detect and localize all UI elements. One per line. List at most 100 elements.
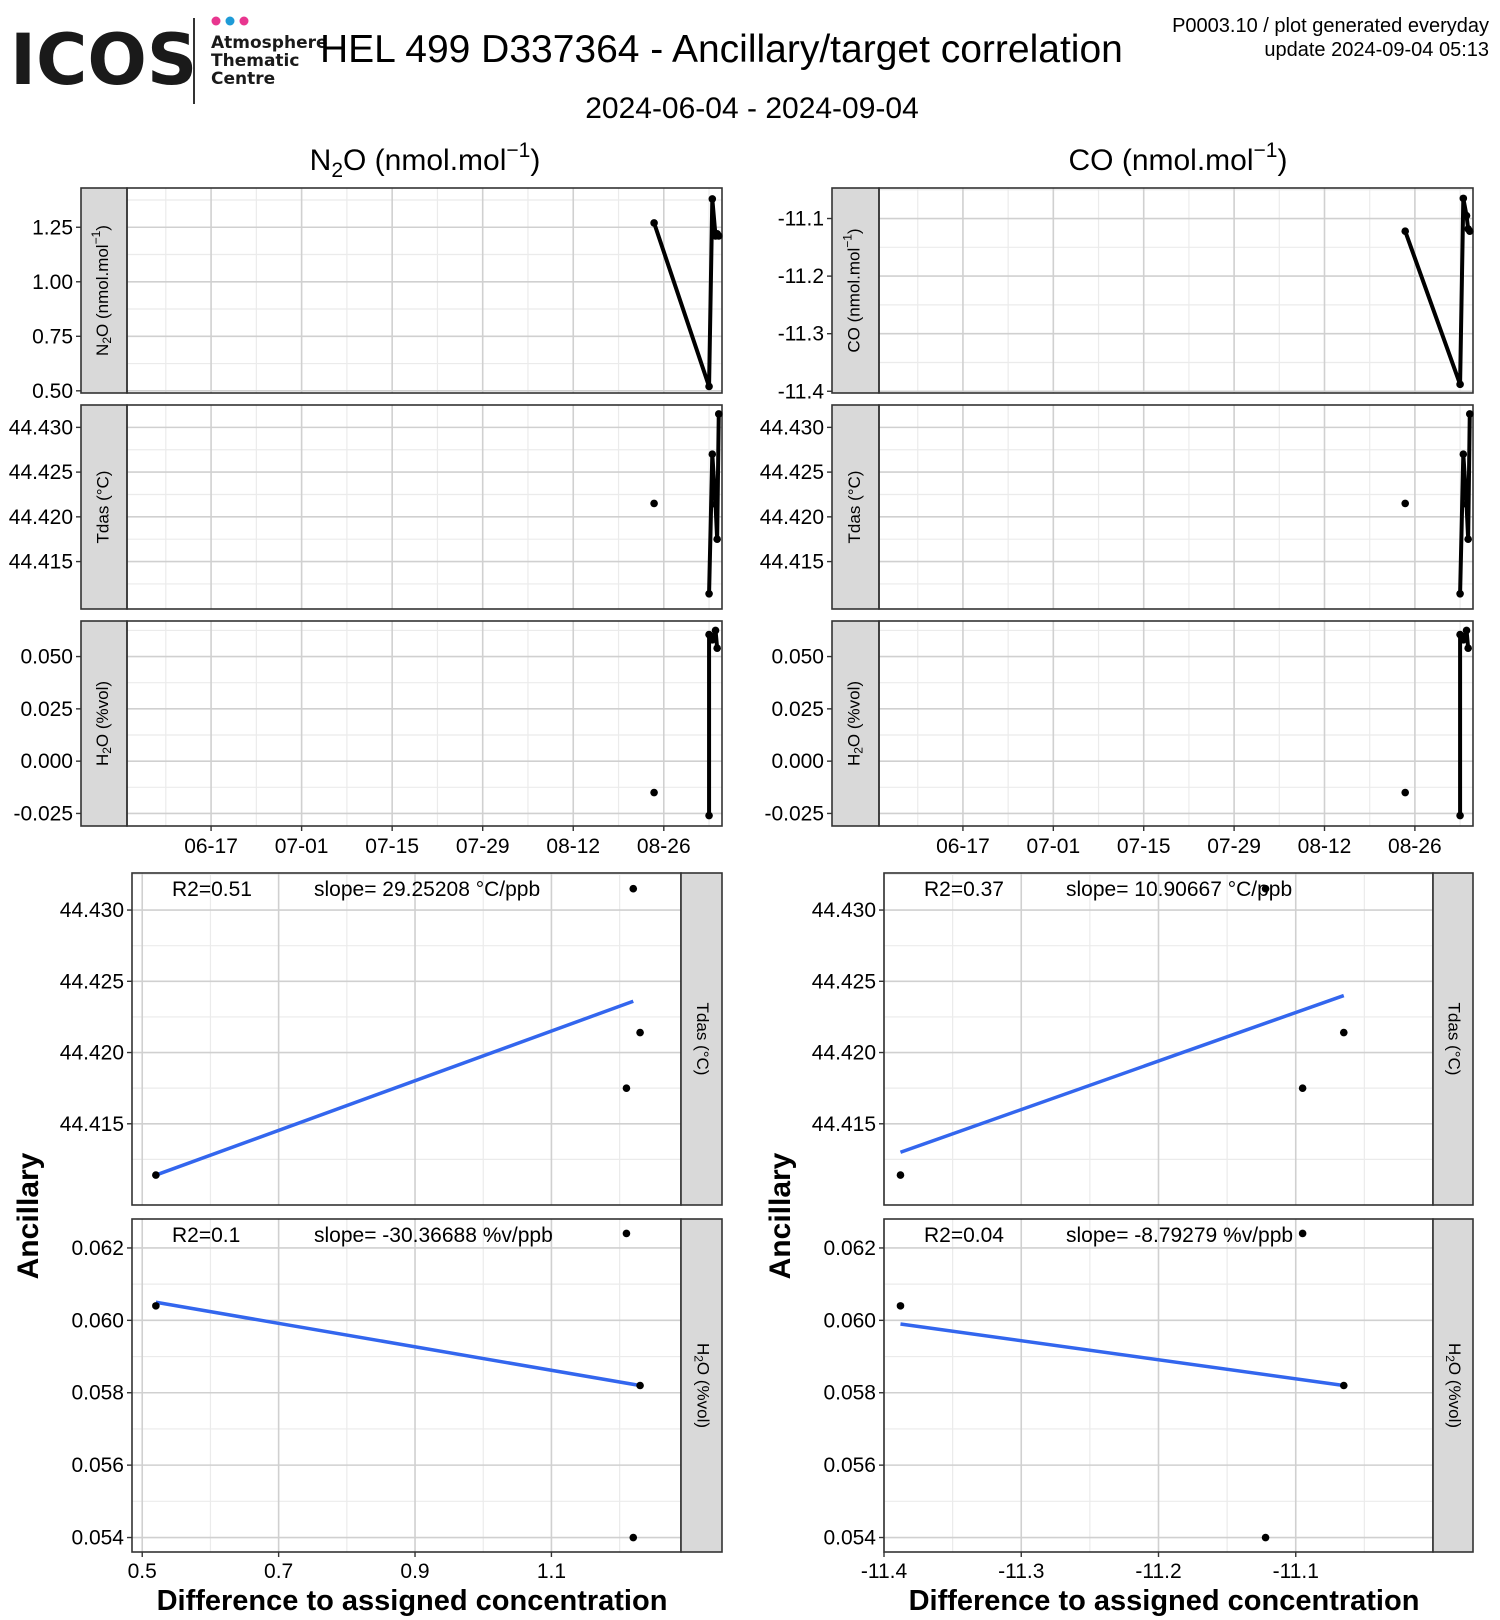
y-tick-label: 0.056 [823,1454,876,1477]
panel: 44.415 44.420 44.425 44.430 Tdas (°C) [9,404,723,610]
slope-annotation: slope= 10.90667 °C/ppb [1066,878,1292,901]
logo-dot [225,16,235,26]
facet-strip [680,1218,723,1553]
n2o-scatter-panel-group: 44.415 44.420 44.425 44.430 Tdas (°C) R2=0.51… [60,872,723,1583]
data-point [896,1171,905,1179]
y-tick-label: 0.050 [20,646,73,669]
y-tick-label: 44.430 [812,899,876,922]
data-point [714,410,723,418]
panel-border [878,620,1474,827]
data-point [152,1302,160,1310]
panel: -0.025 0.000 0.025 0.050 H2O (%vol) [764,620,1474,827]
y-tick-label: 44.415 [812,1113,876,1136]
data-point [1401,788,1410,797]
panel: -0.025 0.000 0.025 0.050 H2O (%vol) [13,620,723,827]
x-tick-label: 06-17 [184,835,238,858]
data-point [622,1084,631,1092]
y-tick-label: -0.025 [764,802,824,825]
slope-annotation: slope= -8.79279 %v/ppb [1066,1224,1293,1247]
facet-strip [80,620,128,827]
slope-annotation: slope= -30.36688 %v/ppb [314,1224,553,1247]
y-tick-label: 44.425 [760,461,824,484]
x-tick-label: 0.7 [264,1560,293,1583]
strip-label: N2O (nmol.mol−1) [89,225,114,356]
data-point [1339,1028,1348,1037]
data-point [1462,211,1471,220]
y-tick-label: 44.420 [9,506,73,529]
x-tick-label: 07-15 [1117,835,1171,858]
y-tick-label: -0.025 [13,802,73,825]
y-tick-label: 0.000 [771,750,824,773]
y-axis-title-left: Ancillary [12,1152,45,1279]
fit-line [899,993,1345,1154]
logo-wordmark: ICOS [10,19,197,101]
r2-annotation: R2=0.1 [172,1224,240,1247]
panel: 0.054 0.056 0.058 0.060 0.062 H2O (%vol) R2=0.… [823,1218,1474,1553]
data-point [1298,1084,1307,1092]
data-point [152,1171,160,1179]
x-tick-label: -11.1 [1273,1560,1319,1583]
column-title-co: CO (nmol.mol−1) [1069,139,1288,177]
panel-border [126,620,723,827]
data-point [711,626,720,635]
meta-line-2: update 2024-09-04 05:13 [1264,39,1489,61]
y-tick-label: 0.058 [71,1382,124,1405]
meta-line-1: P0003.10 / plot generated everyday [1172,15,1489,37]
logo-dot [211,16,221,26]
y-tick-label: 44.415 [60,1113,124,1136]
y-tick-label: 44.415 [760,551,824,574]
data-point [708,195,717,203]
y-tick-label: -11.1 [778,208,824,231]
y-tick-label: -11.2 [778,265,824,288]
logo-line-2: Thematic [211,51,299,71]
data-point [629,884,638,893]
slope-annotation: slope= 29.25208 °C/ppb [314,878,540,901]
panel: 44.415 44.420 44.425 44.430 Tdas (°C) R2=0.51… [60,872,723,1206]
strip-label: Tdas (°C) [1445,1003,1464,1076]
x-tick-label: 0.9 [400,1560,429,1583]
x-tick-label: 1.1 [537,1560,566,1583]
data-point [1339,1381,1348,1390]
y-tick-label: 0.054 [823,1527,876,1550]
data-point [629,1533,638,1542]
data-point [713,535,721,544]
y-tick-label: 44.425 [60,970,124,993]
y-tick-label: 44.425 [812,970,876,993]
y-tick-label: -11.4 [778,380,825,403]
strip-label: Tdas (°C) [845,471,864,544]
y-tick-label: 44.420 [760,506,824,529]
x-tick-label: 08-26 [1388,835,1442,858]
strip-label: CO (nmol.mol−1) [841,228,864,352]
panel: 44.415 44.420 44.425 44.430 Tdas (°C) [760,404,1474,610]
facet-strip [80,404,128,610]
panel-border [878,404,1474,610]
data-point [1464,644,1472,652]
x-axis-title-left: Difference to assigned concentration [157,1585,668,1617]
r2-annotation: R2=0.37 [924,878,1004,901]
data-point [1462,626,1471,635]
data-point [650,499,658,508]
icos-logo: ICOS Atmosphere Thematic Centre [10,16,328,104]
x-tick-label: 07-29 [456,835,510,858]
x-tick-label: 07-01 [275,835,329,858]
y-tick-label: 0.025 [20,698,73,721]
x-tick-label: 07-29 [1207,835,1261,858]
facet-strip [831,187,880,394]
y-tick-label: 44.420 [812,1042,876,1065]
data-point [1462,500,1471,509]
panel-border [126,404,723,610]
y-tick-label: 44.425 [9,461,73,484]
data-point [1459,194,1468,203]
x-tick-label: 08-26 [637,835,691,858]
data-point [714,232,723,240]
x-tick-label: -11.2 [1135,1560,1181,1583]
data-point [1459,450,1468,459]
data-point [1401,227,1410,235]
y-tick-label: -11.3 [778,323,824,346]
panel: 0.50 0.75 1.00 1.25 N2O (nmol.mol−1) [32,187,723,403]
panel: 0.054 0.056 0.058 0.060 0.062 H2O (%vol) R2=0.… [71,1218,723,1553]
data-point [1261,1533,1270,1542]
panel-border [126,187,723,394]
y-tick-label: 0.062 [71,1237,124,1260]
